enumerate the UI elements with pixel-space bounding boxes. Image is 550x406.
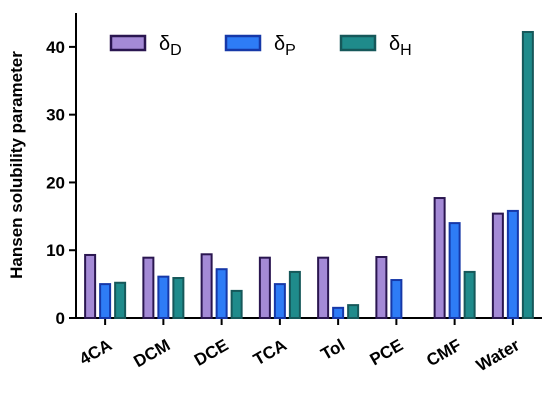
x-tick-label: PCE <box>367 335 407 369</box>
y-tick-label: 40 <box>46 38 65 57</box>
bar <box>521 30 534 319</box>
legend-swatch <box>224 34 262 52</box>
x-tick-label: DCM <box>130 335 173 371</box>
bar <box>230 289 243 319</box>
y-tick-label: 10 <box>46 241 65 260</box>
bar <box>273 283 286 320</box>
bar <box>215 268 228 320</box>
bar <box>347 304 360 320</box>
x-tick-label: Water <box>473 335 523 375</box>
legend-label: δP <box>274 33 296 59</box>
legend-label: δH <box>389 33 412 59</box>
y-tick-label: 20 <box>46 173 65 192</box>
legend-swatch <box>339 34 377 52</box>
bar <box>142 256 155 319</box>
legend-swatch <box>109 34 147 52</box>
bar <box>288 270 301 319</box>
bar <box>114 281 127 319</box>
bar <box>375 256 388 319</box>
x-tick-label: Tol <box>318 335 348 364</box>
x-tick-label: 4CA <box>76 335 115 368</box>
x-tick-label: TCA <box>250 335 290 369</box>
bar <box>258 256 271 319</box>
bar <box>200 253 213 320</box>
bar <box>506 209 519 320</box>
y-tick-label: 30 <box>46 106 65 125</box>
y-tick-label: 0 <box>56 309 65 328</box>
bar <box>433 197 446 320</box>
bar <box>332 306 345 320</box>
bar <box>463 270 476 319</box>
bar <box>390 279 403 319</box>
bar <box>448 222 461 319</box>
x-tick-label: DCE <box>191 335 232 369</box>
bar <box>157 275 170 319</box>
bar <box>172 277 185 319</box>
x-tick-label: CMF <box>423 335 464 370</box>
bar <box>84 253 97 319</box>
legend-label: δD <box>159 33 182 59</box>
bar <box>99 283 112 320</box>
bar <box>317 256 330 319</box>
bar <box>491 212 504 319</box>
y-axis-label: Hansen solubility parameter <box>7 51 26 279</box>
